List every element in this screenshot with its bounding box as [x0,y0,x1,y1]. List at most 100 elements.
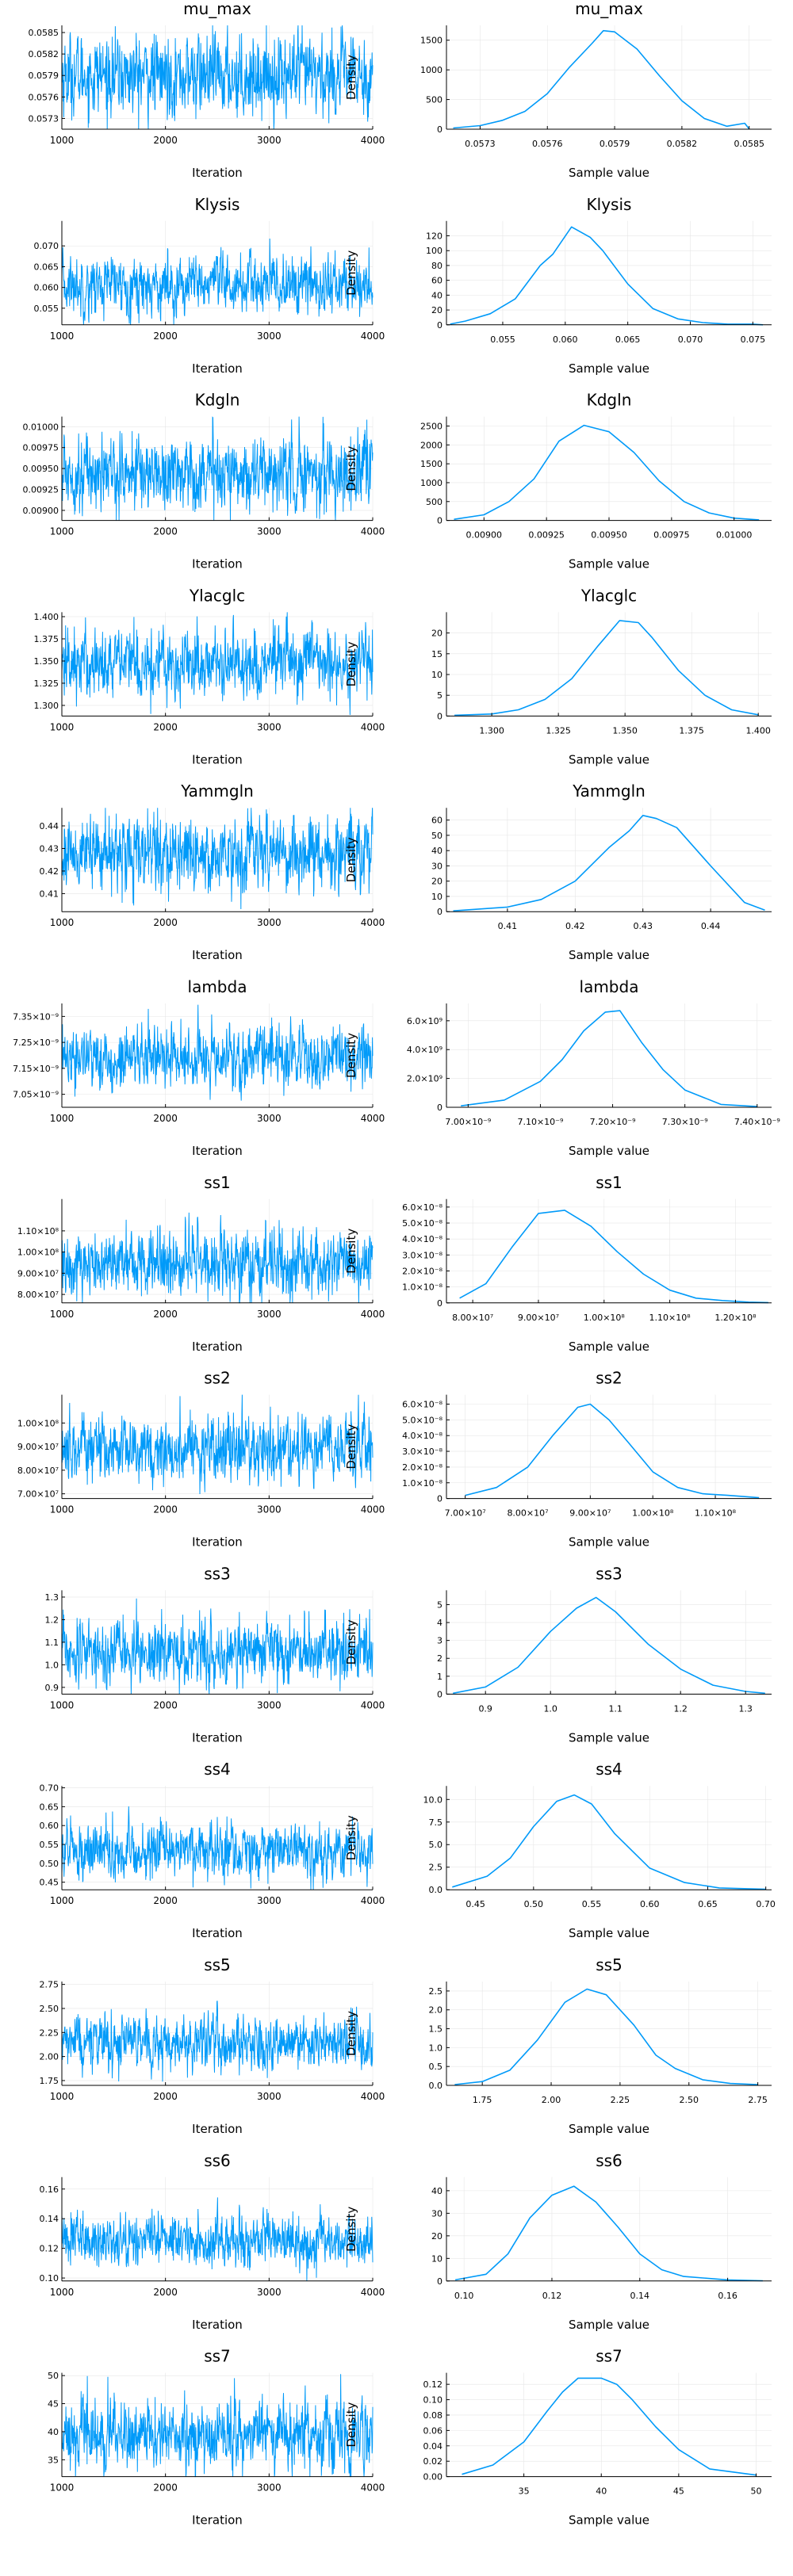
trace-x-tick-label: 3000 [257,2287,282,2298]
density-series-line [453,815,765,912]
density-x-axis-label: Sample value [569,752,649,766]
density-series-line [459,1210,768,1304]
density-plot-ss7: ss7 35 40 45 50 0.00 0.02 0.04 0.06 0.08 0.10 0.12 D… [344,2347,772,2528]
density-y-tick-label: 1.5 [429,2024,443,2035]
density-y-tick-label: 0.5 [429,2062,443,2072]
trace-x-axis-label: Iteration [192,1730,243,1745]
trace-y-tick-label: 1.300 [34,701,59,711]
trace-y-tick-label: 0.00950 [23,464,59,474]
density-y-tick-label: 0.0 [429,2081,443,2091]
trace-plot-Ylacglc: Ylacglc 1000 2000 3000 4000 1.300 1.325 1.350 1.… [34,586,385,766]
density-x-tick-label: 1.1 [608,1703,623,1714]
density-x-tick-label: 0.01000 [716,530,753,541]
trace-x-tick-label: 2000 [153,331,178,342]
trace-y-tick-label: 40 [48,2427,59,2437]
density-plot-lambda: lambda 7.00×10⁻⁹ 7.10×10⁻⁹ 7.20×10⁻⁹ 7.30×10… [344,977,780,1158]
trace-y-tick-label: 35 [48,2455,59,2465]
density-x-tick-label: 1.3 [738,1703,753,1714]
trace-series-line [61,1004,374,1101]
density-y-tick-label: 0 [437,907,442,917]
trace-plot-ss3: ss3 1000 2000 3000 4000 0.9 1.0 1.1 1.2 1.3 Iterat… [45,1564,385,1745]
trace-x-tick-label: 2000 [153,1699,178,1710]
density-y-tick-label: 100 [426,246,442,256]
density-x-tick-label: 0.55 [582,1899,602,1909]
trace-x-tick-label: 4000 [361,2287,385,2298]
trace-title: Ylacglc [189,586,245,605]
trace-y-tick-label: 1.325 [34,678,59,689]
density-title: Yammgln [572,782,646,801]
trace-x-tick-label: 2000 [153,721,178,732]
trace-y-tick-label: 0.065 [34,262,59,272]
density-x-tick-label: 7.00×10⁷ [445,1508,486,1519]
param-block-lambda: lambda 1000 2000 3000 4000 7.05×10⁻⁹ 7.15×10⁻⁹… [13,977,780,1158]
density-x-tick-label: 0.42 [565,921,585,931]
trace-y-tick-label: 1.75 [40,2076,59,2086]
density-y-tick-label: 3.0×10⁻⁸ [402,1250,443,1260]
density-y-tick-label: 500 [426,497,442,507]
trace-y-tick-label: 0.60 [40,1821,59,1831]
trace-x-axis-label: Iteration [192,557,243,571]
density-series-line [465,1403,760,1499]
trace-x-tick-label: 3000 [257,2482,282,2494]
trace-y-tick-label: 1.10×10⁸ [17,1226,59,1236]
density-x-tick-label: 0.43 [633,921,653,931]
density-x-tick-label: 0.065 [615,334,641,345]
trace-title: ss4 [204,1760,231,1779]
density-y-tick-label: 20 [431,2231,442,2242]
density-x-tick-label: 7.10×10⁻⁹ [517,1117,563,1127]
trace-y-tick-label: 7.00×10⁷ [17,1489,59,1500]
param-block-ss7: ss7 1000 2000 3000 4000 35 40 45 50 Iteration ss7 3… [48,2347,772,2528]
density-x-axis-label: Sample value [569,1340,649,1354]
trace-title: lambda [188,977,247,996]
trace-y-tick-label: 7.25×10⁻⁹ [13,1038,59,1048]
trace-y-tick-label: 8.00×10⁷ [17,1290,59,1300]
density-y-tick-label: 2.0 [429,2005,443,2016]
density-x-tick-label: 1.00×10⁸ [632,1508,674,1519]
density-y-tick-label: 5 [437,1599,442,1610]
density-y-axis-label: Density [344,1424,358,1469]
density-y-tick-label: 4.0×10⁻⁸ [402,1234,443,1244]
density-y-tick-label: 4.0×10⁻⁸ [402,1431,443,1441]
density-x-axis-label: Sample value [569,1926,649,1940]
density-x-tick-label: 0.10 [454,2291,474,2301]
trace-title: mu_max [183,0,251,18]
trace-x-tick-label: 3000 [257,1699,282,1710]
trace-x-axis-label: Iteration [192,2318,243,2332]
trace-y-tick-label: 7.35×10⁻⁹ [13,1011,59,1022]
density-y-axis-label: Density [344,2207,358,2252]
trace-x-tick-label: 1000 [50,1309,75,1320]
density-y-tick-label: 20 [431,629,442,639]
trace-title: Klysis [195,195,240,214]
trace-x-tick-label: 2000 [153,917,178,928]
density-x-tick-label: 0.070 [678,334,703,345]
density-x-tick-label: 0.00950 [591,530,627,541]
density-x-tick-label: 1.20×10⁸ [714,1313,757,1323]
trace-series-line [61,612,374,716]
trace-plot-ss7: ss7 1000 2000 3000 4000 35 40 45 50 Iteration [48,2347,385,2528]
param-block-ss4: ss4 1000 2000 3000 4000 0.45 0.50 0.55 0.60 0.65 0… [40,1760,776,1940]
density-y-tick-label: 10 [431,2253,442,2264]
trace-y-tick-label: 0.070 [34,241,59,251]
density-y-tick-label: 2000 [420,440,442,450]
trace-y-tick-label: 0.0585 [29,28,59,38]
trace-x-tick-label: 4000 [361,721,385,732]
density-y-axis-label: Density [344,250,358,296]
density-plot-mu_max: mu_max 0.0573 0.0576 0.0579 0.0582 0.0585 0 500… [344,0,772,180]
density-y-tick-label: 6.0×10⁻⁸ [402,1400,443,1410]
density-title: ss7 [596,2347,623,2366]
trace-x-tick-label: 4000 [361,1895,385,1906]
trace-x-axis-label: Iteration [192,1535,243,1550]
density-title: ss1 [596,1173,623,1192]
density-y-axis-label: Density [344,445,358,491]
density-x-tick-label: 8.00×10⁷ [452,1313,493,1323]
density-x-axis-label: Sample value [569,2318,649,2332]
density-y-tick-label: 2 [437,1653,442,1664]
density-x-axis-label: Sample value [569,557,649,571]
trace-x-axis-label: Iteration [192,361,243,376]
trace-y-tick-label: 1.375 [34,634,59,644]
trace-x-axis-label: Iteration [192,2513,243,2528]
trace-title: ss3 [204,1564,231,1583]
density-x-tick-label: 0.70 [756,1899,776,1909]
density-y-axis-label: Density [344,2011,358,2056]
